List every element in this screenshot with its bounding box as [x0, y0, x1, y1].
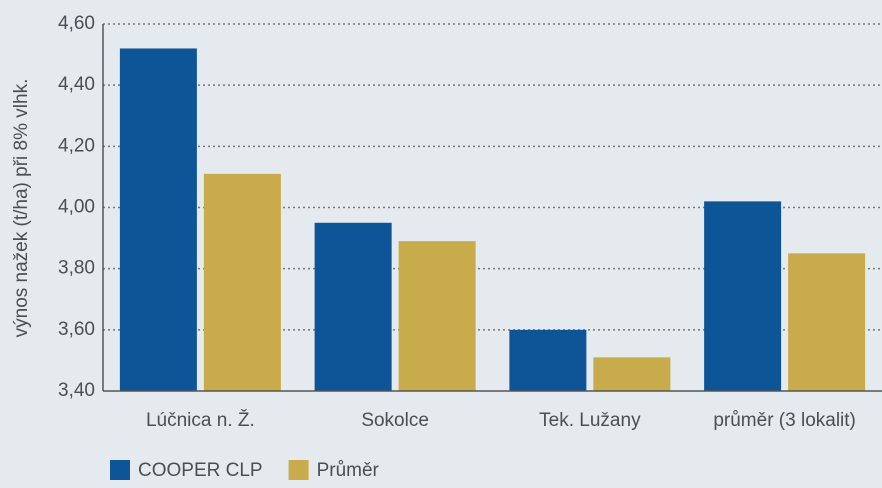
- bar: [593, 357, 671, 391]
- x-tick-label: Sokolce: [361, 410, 429, 431]
- legend-swatch: [110, 460, 130, 480]
- x-tick-label: Lúčnica n. Ž.: [146, 409, 255, 431]
- y-tick-label: 3,60: [58, 319, 95, 340]
- legend-label: COOPER CLP: [138, 460, 263, 481]
- bar: [203, 173, 281, 391]
- bar: [509, 329, 587, 391]
- legend-label: Průměr: [317, 460, 380, 481]
- bar: [788, 253, 866, 391]
- y-tick-label: 3,40: [58, 380, 95, 401]
- y-tick-label: 4,00: [58, 197, 95, 218]
- bar: [119, 48, 197, 391]
- y-tick-label: 3,80: [58, 258, 95, 279]
- bar: [704, 201, 782, 391]
- y-axis-label: výnos nažek (t/ha) při 8% vlhk.: [11, 79, 32, 338]
- x-tick-label: Tek. Lužany: [539, 410, 641, 431]
- y-tick-label: 4,60: [58, 13, 95, 34]
- y-tick-label: 4,40: [58, 74, 95, 95]
- y-tick-label: 4,20: [58, 135, 95, 156]
- x-tick-label: průměr (3 lokalit): [713, 410, 856, 431]
- legend-swatch: [288, 460, 309, 480]
- bar: [398, 241, 476, 391]
- bar: [314, 222, 392, 391]
